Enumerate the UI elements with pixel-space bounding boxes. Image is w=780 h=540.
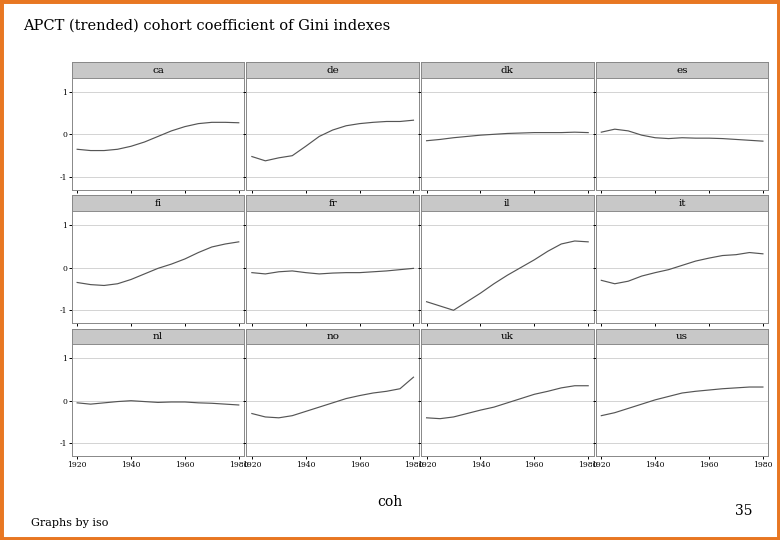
Text: nl: nl xyxy=(153,332,163,341)
Text: 35: 35 xyxy=(736,504,753,518)
Text: ca: ca xyxy=(152,66,164,75)
Text: it: it xyxy=(679,199,686,208)
Text: Graphs by iso: Graphs by iso xyxy=(31,518,108,528)
Text: dk: dk xyxy=(501,66,514,75)
Text: de: de xyxy=(326,66,339,75)
Text: il: il xyxy=(504,199,511,208)
Text: APCT (trended) cohort coefficient of Gini indexes: APCT (trended) cohort coefficient of Gin… xyxy=(23,19,391,33)
Text: coh: coh xyxy=(378,495,402,509)
Text: fi: fi xyxy=(154,199,161,208)
Text: us: us xyxy=(676,332,688,341)
Text: uk: uk xyxy=(501,332,514,341)
Text: no: no xyxy=(326,332,339,341)
Text: fr: fr xyxy=(328,199,337,208)
Text: es: es xyxy=(676,66,688,75)
